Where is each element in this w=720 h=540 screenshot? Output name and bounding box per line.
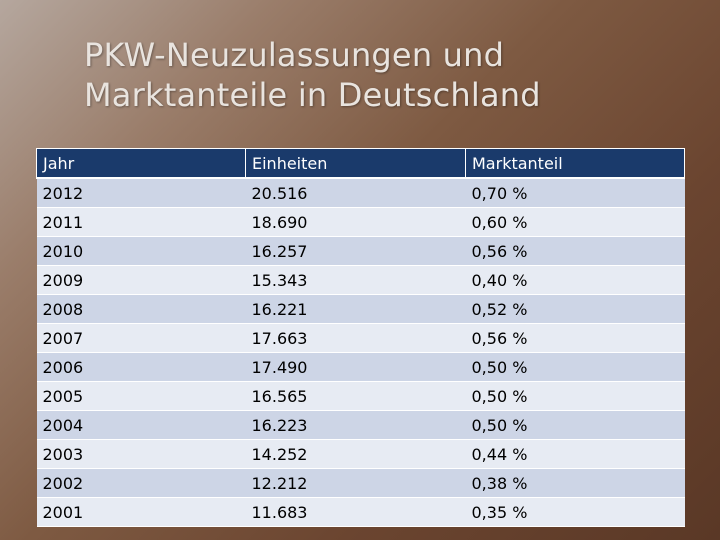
cell-units: 18.690 (245, 208, 466, 237)
cell-market-share: 0,56 % (465, 324, 685, 353)
table-row: 2007 17.663 0,56 % (36, 324, 685, 353)
table-row: 2002 12.212 0,38 % (36, 469, 685, 498)
cell-year: 2011 (36, 208, 246, 237)
cell-units: 16.565 (245, 382, 466, 411)
cell-market-share: 0,44 % (465, 440, 685, 469)
table-row: 2005 16.565 0,50 % (36, 382, 685, 411)
table-row: 2004 16.223 0,50 % (36, 411, 685, 440)
cell-market-share: 0,50 % (465, 353, 685, 382)
cell-year: 2002 (36, 469, 246, 498)
cell-market-share: 0,38 % (465, 469, 685, 498)
cell-units: 17.663 (245, 324, 466, 353)
cell-year: 2004 (36, 411, 246, 440)
cell-year: 2007 (36, 324, 246, 353)
slide-title-line-2: Marktanteile in Deutschland (84, 76, 541, 115)
table-row: 2012 20.516 0,70 % (36, 178, 685, 208)
table-row: 2009 15.343 0,40 % (36, 266, 685, 295)
header-units: Einheiten (245, 148, 466, 179)
slide-title-line-1: PKW-Neuzulassungen und (84, 36, 505, 75)
cell-year: 2010 (36, 237, 246, 266)
cell-units: 20.516 (245, 178, 466, 208)
cell-units: 14.252 (245, 440, 466, 469)
table-row: 2010 16.257 0,56 % (36, 237, 685, 266)
cell-units: 16.221 (245, 295, 466, 324)
cell-market-share: 0,52 % (465, 295, 685, 324)
header-year: Jahr (36, 148, 246, 179)
cell-units: 16.257 (245, 237, 466, 266)
table-body: 2012 20.516 0,70 % 2011 18.690 0,60 % 2010 16.2… (36, 178, 685, 527)
registrations-table: Jahr Einheiten Marktanteil 2012 20.516 0,7… (36, 148, 685, 527)
table-row: 2008 16.221 0,52 % (36, 295, 685, 324)
cell-units: 11.683 (245, 498, 466, 527)
cell-year: 2003 (36, 440, 246, 469)
cell-year: 2001 (36, 498, 246, 527)
table-row: 2011 18.690 0,60 % (36, 208, 685, 237)
cell-year: 2008 (36, 295, 246, 324)
cell-units: 15.343 (245, 266, 466, 295)
table-row: 2003 14.252 0,44 % (36, 440, 685, 469)
cell-market-share: 0,50 % (465, 382, 685, 411)
cell-year: 2005 (36, 382, 246, 411)
cell-market-share: 0,56 % (465, 237, 685, 266)
cell-year: 2012 (36, 178, 246, 208)
table-header-row: Jahr Einheiten Marktanteil (36, 148, 685, 179)
cell-year: 2006 (36, 353, 246, 382)
header-market-share: Marktanteil (465, 148, 685, 179)
cell-market-share: 0,60 % (465, 208, 685, 237)
table-row: 2001 11.683 0,35 % (36, 498, 685, 527)
cell-units: 16.223 (245, 411, 466, 440)
cell-market-share: 0,35 % (465, 498, 685, 527)
cell-market-share: 0,70 % (465, 178, 685, 208)
cell-market-share: 0,50 % (465, 411, 685, 440)
slide-title: PKW-Neuzulassungen und Marktanteile in D… (84, 35, 684, 115)
cell-year: 2009 (36, 266, 246, 295)
cell-units: 17.490 (245, 353, 466, 382)
cell-units: 12.212 (245, 469, 466, 498)
table-row: 2006 17.490 0,50 % (36, 353, 685, 382)
cell-market-share: 0,40 % (465, 266, 685, 295)
